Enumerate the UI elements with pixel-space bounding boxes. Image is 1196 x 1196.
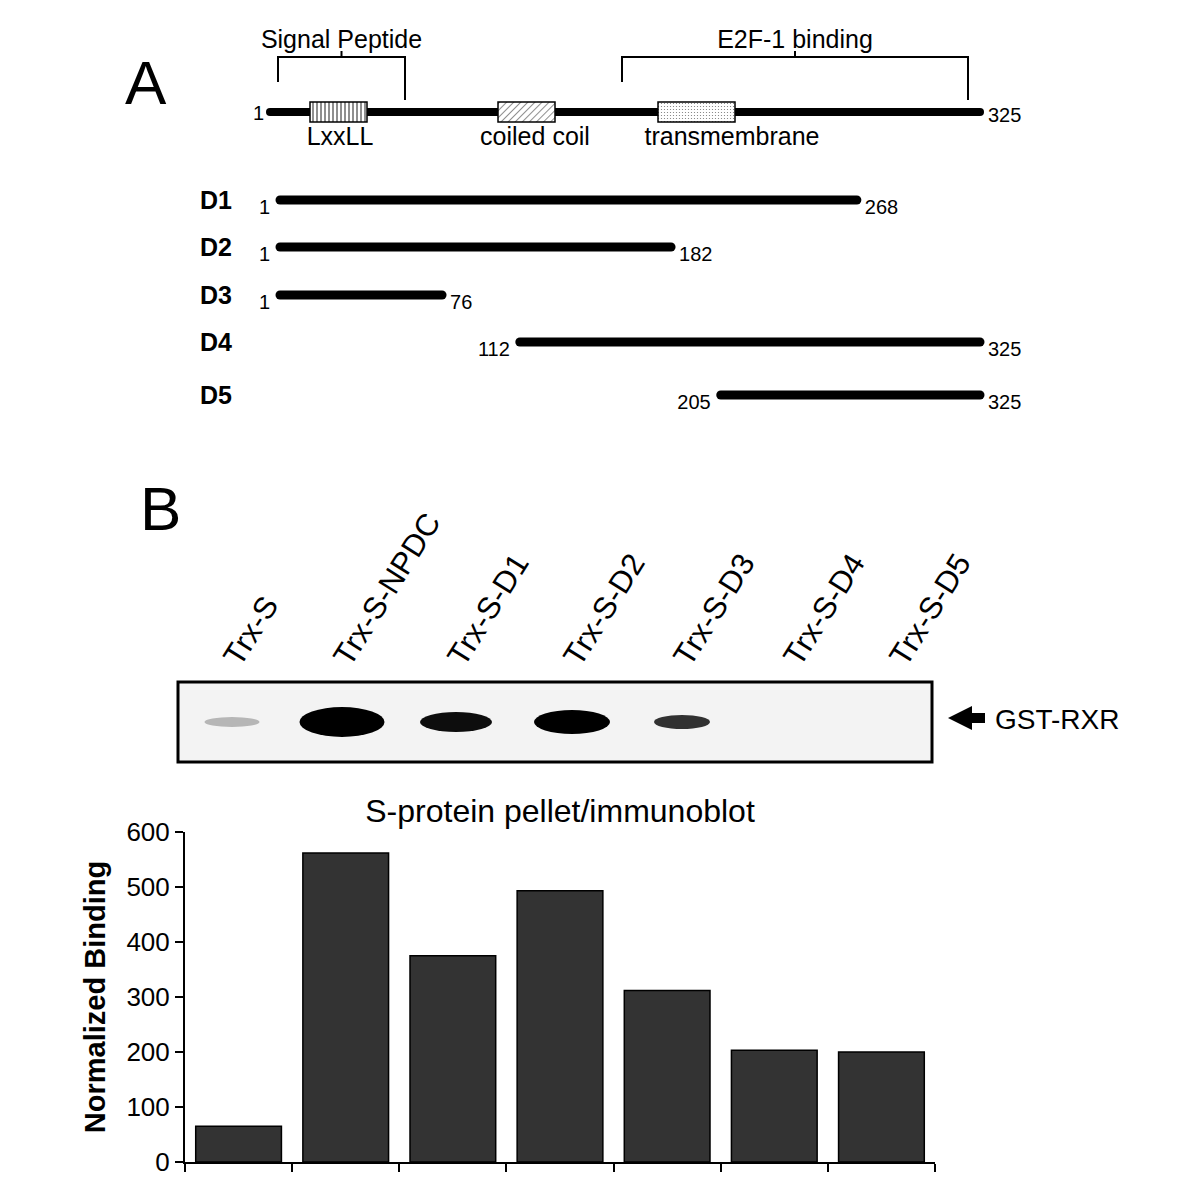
svg-text:76: 76: [450, 291, 472, 313]
svg-text:GST-RXR: GST-RXR: [995, 704, 1119, 735]
svg-text:Trx-S: Trx-S: [216, 590, 285, 672]
svg-text:300: 300: [126, 982, 169, 1012]
svg-text:600: 600: [126, 817, 169, 847]
svg-text:Trx-S-D1: Trx-S-D1: [440, 548, 536, 672]
svg-text:500: 500: [126, 872, 169, 902]
svg-text:400: 400: [126, 927, 169, 957]
svg-text:268: 268: [865, 196, 898, 218]
svg-text:325: 325: [988, 104, 1021, 126]
svg-text:E2F-1 binding: E2F-1 binding: [717, 25, 873, 53]
svg-text:1: 1: [253, 102, 264, 124]
svg-text:D1: D1: [200, 186, 232, 214]
svg-text:205: 205: [677, 391, 710, 413]
svg-text:0: 0: [155, 1147, 169, 1177]
svg-text:D4: D4: [200, 328, 232, 356]
svg-text:182: 182: [679, 243, 712, 265]
svg-text:Signal Peptide: Signal Peptide: [261, 25, 422, 53]
svg-text:112: 112: [478, 338, 510, 360]
svg-text:Trx-S-NPDC: Trx-S-NPDC: [326, 507, 447, 672]
svg-text:Trx-S-D5: Trx-S-D5: [882, 548, 978, 672]
svg-text:1: 1: [259, 243, 270, 265]
svg-text:D2: D2: [200, 233, 232, 261]
svg-text:325: 325: [988, 391, 1021, 413]
svg-text:200: 200: [126, 1037, 169, 1067]
svg-text:Trx-S-D3: Trx-S-D3: [666, 548, 762, 672]
svg-text:LxxLL: LxxLL: [307, 122, 374, 150]
svg-text:D3: D3: [200, 281, 232, 309]
svg-text:1: 1: [259, 196, 270, 218]
svg-text:S-protein pellet/immunoblot: S-protein pellet/immunoblot: [365, 793, 755, 829]
svg-text:transmembrane: transmembrane: [644, 122, 819, 150]
svg-text:A: A: [125, 48, 167, 117]
svg-text:coiled coil: coiled coil: [480, 122, 590, 150]
svg-text:Normalized Binding: Normalized Binding: [79, 861, 111, 1133]
svg-text:D5: D5: [200, 381, 232, 409]
svg-text:Trx-S-D2: Trx-S-D2: [556, 548, 652, 672]
svg-text:B: B: [140, 474, 181, 543]
svg-text:1: 1: [259, 291, 270, 313]
svg-text:100: 100: [126, 1092, 169, 1122]
svg-text:Trx-S-D4: Trx-S-D4: [776, 548, 872, 672]
svg-text:325: 325: [988, 338, 1021, 360]
